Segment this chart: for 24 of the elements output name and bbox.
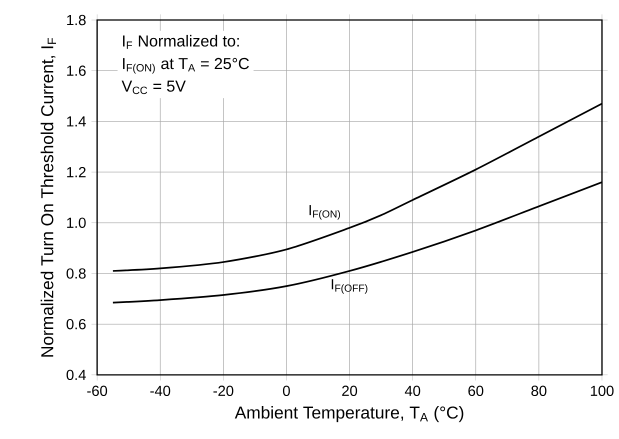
y-tick-label: 1.4	[67, 116, 86, 127]
y-tick-label: 0.8	[66, 268, 86, 279]
y-tick-label: 1.8	[67, 15, 86, 26]
x-tick-label: -20	[213, 386, 234, 396]
annotation: I$_{F}$ Normalized to:	[123, 35, 239, 49]
y-tick-label: 1.0	[67, 218, 86, 228]
y-tick-label: 0.6	[66, 319, 86, 330]
x-tick-label: 80	[531, 386, 546, 396]
x-tick-label: 0	[282, 386, 290, 396]
y-axis-title: Normalized Turn On Threshold Current, I$_{F}$	[40, 38, 56, 357]
x-tick-label: 40	[404, 386, 420, 396]
x-tick-label: 20	[342, 386, 358, 396]
y-tick-label: 1.2	[67, 167, 86, 178]
series-label: I$_{F(ON)}$	[310, 205, 340, 220]
annotation: I$_{F(ON)}$ at T$_{A}$ = 25°C	[123, 58, 249, 74]
x-tick-label: 100	[590, 386, 614, 396]
series-label: I$_{F(OFF)}$	[332, 279, 368, 294]
x-tick-label: -40	[150, 386, 170, 396]
x-tick-label: -60	[87, 386, 108, 396]
y-tick-label: 0.4	[66, 370, 86, 380]
x-tick-label: 60	[468, 386, 484, 396]
y-tick-label: 1.6	[67, 66, 86, 76]
x-axis-title: Ambient Temperature, T$_{A}$ (°C)	[234, 406, 464, 422]
annotation: V$_{CC}$ = 5V	[122, 80, 186, 94]
